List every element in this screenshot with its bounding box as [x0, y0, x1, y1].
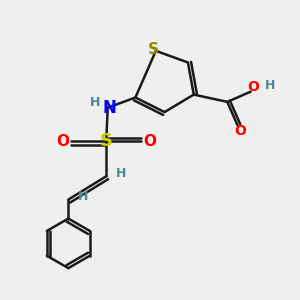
Text: H: H: [78, 190, 89, 203]
Text: O: O: [247, 80, 259, 94]
Text: O: O: [143, 134, 156, 149]
Text: H: H: [264, 79, 275, 92]
Text: N: N: [102, 99, 116, 117]
Text: H: H: [116, 167, 127, 180]
Text: S: S: [100, 132, 113, 150]
Text: O: O: [57, 134, 70, 149]
Text: H: H: [90, 96, 100, 109]
Text: O: O: [235, 124, 246, 138]
Text: S: S: [147, 42, 158, 57]
